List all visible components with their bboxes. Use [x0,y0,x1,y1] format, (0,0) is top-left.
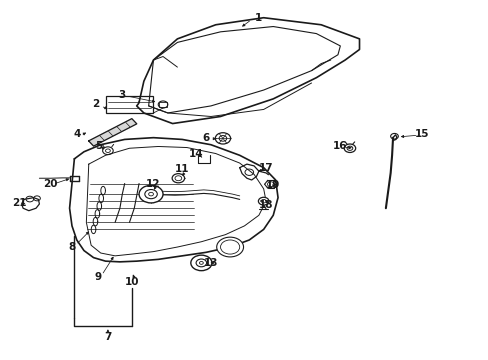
Text: 6: 6 [202,133,209,143]
Text: 2: 2 [92,99,100,109]
Text: 16: 16 [332,141,347,152]
Text: 20: 20 [43,179,58,189]
Text: 14: 14 [189,149,203,158]
Text: 8: 8 [68,242,76,252]
Text: 5: 5 [95,141,102,152]
Text: 10: 10 [124,277,139,287]
Text: 13: 13 [203,258,218,268]
Polygon shape [88,119,137,146]
Text: 9: 9 [95,272,102,282]
Text: 1: 1 [255,13,262,23]
Circle shape [258,197,268,205]
Circle shape [190,255,211,271]
Bar [159,102,166,107]
Text: 3: 3 [119,90,126,100]
Text: 11: 11 [175,165,189,174]
Circle shape [216,237,243,257]
Text: 15: 15 [414,129,428,139]
Text: 12: 12 [146,179,161,189]
Circle shape [139,185,163,203]
Circle shape [172,174,184,183]
Circle shape [344,144,355,153]
Text: 7: 7 [104,332,111,342]
Text: 17: 17 [258,163,273,173]
Text: 4: 4 [73,129,81,139]
Text: 19: 19 [265,180,280,190]
Text: 21: 21 [12,198,26,208]
Text: 18: 18 [258,200,273,210]
Bar [105,96,153,113]
